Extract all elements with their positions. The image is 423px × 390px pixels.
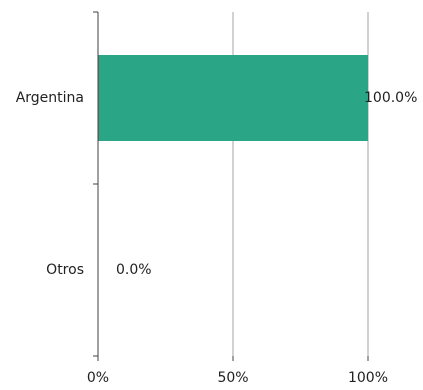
bar-argentina [98, 55, 368, 141]
x-tick-label-100: 100% [348, 370, 388, 386]
axes [93, 11, 369, 361]
bars [98, 55, 368, 141]
category-label-otros: Otros [46, 262, 84, 278]
category-label-argentina: Argentina [16, 90, 84, 106]
x-tick-label-50: 50% [217, 370, 248, 386]
x-tick-label-0: 0% [87, 370, 109, 386]
data-label-otros: 0.0% [116, 262, 152, 278]
labels: Argentina 100.0% Otros 0.0% 0% 50% 100% [16, 90, 418, 386]
data-label-argentina: 100.0% [364, 90, 417, 106]
